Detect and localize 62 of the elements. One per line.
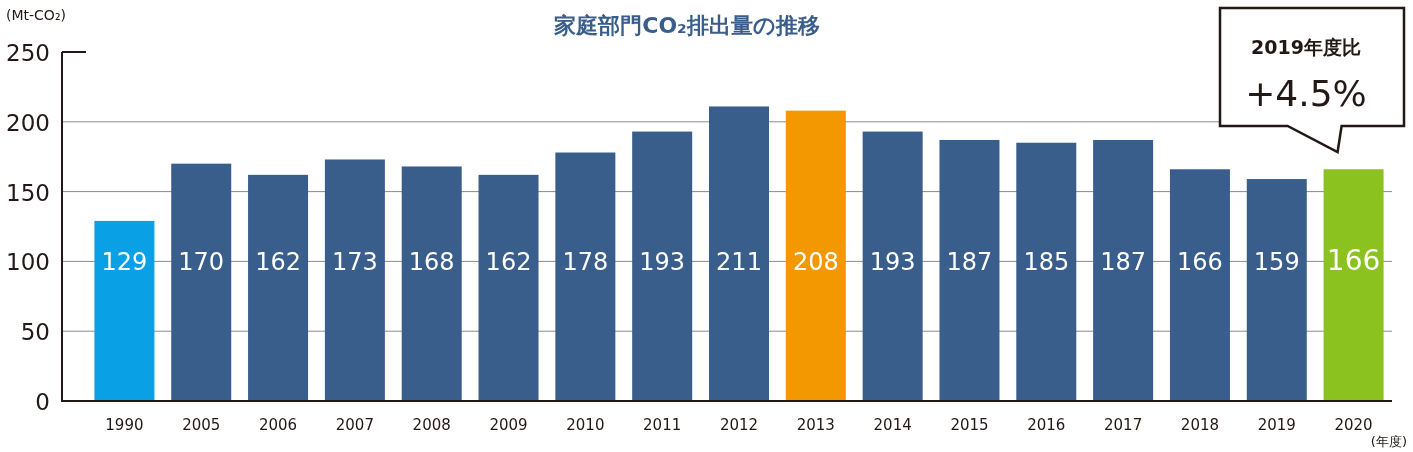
data-label: 211: [716, 248, 762, 277]
bar: [709, 106, 769, 401]
x-tick-label: 2013: [796, 416, 835, 434]
x-tick-label: 2020: [1334, 416, 1373, 434]
data-label: 178: [562, 248, 609, 277]
data-label: 166: [1177, 248, 1223, 277]
data-label: 193: [869, 248, 916, 277]
x-tick-label: 2008: [412, 416, 451, 434]
bar: [1169, 169, 1230, 401]
chart-title: 家庭部門CO₂排出量の推移: [553, 13, 820, 38]
y-tick-label: 50: [20, 319, 50, 346]
data-label: 193: [639, 248, 686, 277]
x-tick-label: 2006: [258, 416, 298, 434]
x-tick-label: 2016: [1027, 416, 1066, 434]
x-tick-label: 2017: [1104, 416, 1143, 434]
bar: [1323, 169, 1384, 401]
bar: [555, 152, 616, 401]
x-tick-label: 2005: [182, 416, 221, 434]
bar: [478, 174, 539, 401]
data-label: 159: [1253, 248, 1300, 277]
bar: [94, 220, 155, 401]
bar: [324, 159, 385, 401]
data-label: 170: [178, 248, 225, 277]
data-label: 162: [485, 248, 532, 277]
x-tick-label: 2019: [1257, 416, 1296, 434]
bar: [1016, 142, 1077, 401]
x-tick-label: 2015: [950, 416, 989, 434]
bar: [1246, 179, 1307, 401]
x-tick-label: 2014: [873, 416, 912, 434]
data-label: 208: [792, 248, 839, 277]
bar: [401, 166, 462, 401]
y-tick-label: 100: [6, 249, 50, 276]
x-tick-label: 2007: [335, 416, 374, 434]
y-tick-label: 200: [6, 109, 50, 136]
data-label: 173: [331, 248, 378, 277]
y-tick-label: 150: [6, 179, 50, 206]
data-label: 162: [255, 248, 301, 277]
data-label: 185: [1023, 248, 1070, 277]
x-tick-label: 1990: [105, 416, 144, 434]
x-axis-title: (年度): [1370, 434, 1407, 449]
data-label: 187: [946, 248, 993, 277]
data-label: 129: [101, 248, 148, 277]
x-tick-label: 2012: [719, 416, 759, 434]
annotation: +4.5%: [1245, 73, 1367, 114]
y-tick-label: 0: [35, 389, 50, 415]
bar: [785, 110, 846, 401]
bar: [171, 163, 232, 401]
bar: [862, 131, 923, 401]
bar: [632, 131, 693, 401]
x-tick-label: 2009: [489, 416, 528, 434]
x-tick-label: 2011: [643, 416, 682, 434]
annotation: 2019年度比: [1251, 36, 1361, 58]
bar: [248, 174, 309, 401]
x-tick-label: 2010: [566, 416, 605, 434]
bar: [1093, 139, 1154, 401]
data-label: 166: [1326, 244, 1381, 278]
data-label: 187: [1100, 248, 1147, 277]
y-tick-label: 250: [6, 40, 50, 66]
y-axis-title: (Mt-CO₂): [6, 7, 66, 23]
data-label: 168: [408, 248, 455, 277]
x-tick-label: 2018: [1180, 416, 1220, 434]
bar: [939, 139, 1000, 401]
